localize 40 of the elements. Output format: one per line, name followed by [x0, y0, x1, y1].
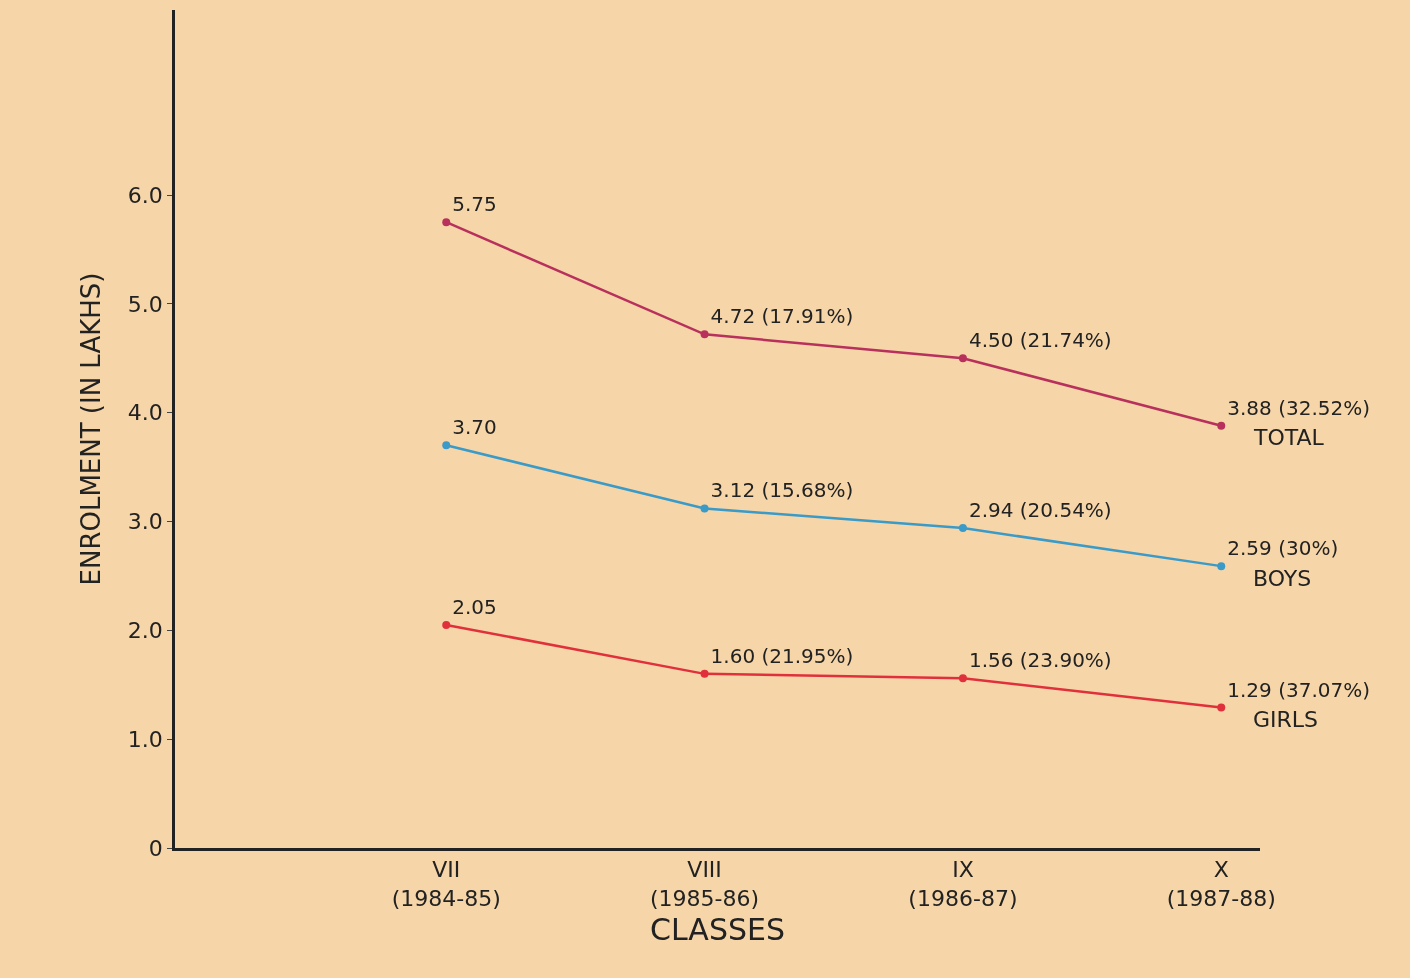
x-tick-label: IX (1986-87): [908, 857, 1018, 911]
data-label: 2.94 (20.54%): [968, 498, 1112, 523]
data-label: 4.50 (21.74%): [968, 328, 1112, 353]
x-tick-label: VII (1984-85): [391, 857, 501, 911]
y-tick-label: 3.0: [127, 509, 163, 535]
point: [1217, 562, 1226, 571]
y-tick-label: 6.0: [127, 182, 163, 208]
point: [700, 669, 709, 678]
y-tick-label: 1.0: [127, 726, 163, 752]
data-label: 3.70: [452, 415, 497, 440]
point: [958, 354, 967, 363]
x-tick-label: VIII (1985-86): [650, 857, 760, 911]
data-label: 3.12 (15.68%): [710, 478, 854, 503]
point: [700, 504, 709, 513]
y-tick-label: 2.0: [127, 618, 163, 644]
x-axis-title: CLASSES: [650, 912, 785, 948]
data-label: 1.56 (23.90%): [968, 648, 1112, 673]
point: [1217, 421, 1226, 430]
x-tick-label: X (1987-88): [1166, 857, 1276, 911]
data-label: 3.88 (32.52%): [1227, 395, 1371, 420]
series-label: BOYS: [1253, 566, 1312, 591]
data-label: 1.60 (21.95%): [710, 643, 854, 668]
point: [442, 441, 451, 450]
data-label: 5.75: [452, 192, 497, 217]
point: [958, 674, 967, 683]
data-label: 2.05: [452, 594, 497, 619]
point: [700, 330, 709, 339]
y-tick-label: 5.0: [127, 291, 163, 317]
point: [442, 218, 451, 227]
series-label: TOTAL: [1253, 425, 1325, 450]
point: [958, 524, 967, 533]
y-tick-label: 4.0: [127, 400, 163, 426]
y-tick-label: 0: [148, 835, 163, 861]
y-axis-title: ENROLMENT (IN LAKHS): [76, 272, 107, 586]
data-label: 4.72 (17.91%): [710, 304, 854, 329]
point: [442, 620, 451, 629]
data-label: 1.29 (37.07%): [1227, 677, 1371, 702]
data-label: 2.59 (30%): [1227, 536, 1339, 561]
series-label: GIRLS: [1253, 707, 1319, 732]
point: [1217, 703, 1226, 712]
